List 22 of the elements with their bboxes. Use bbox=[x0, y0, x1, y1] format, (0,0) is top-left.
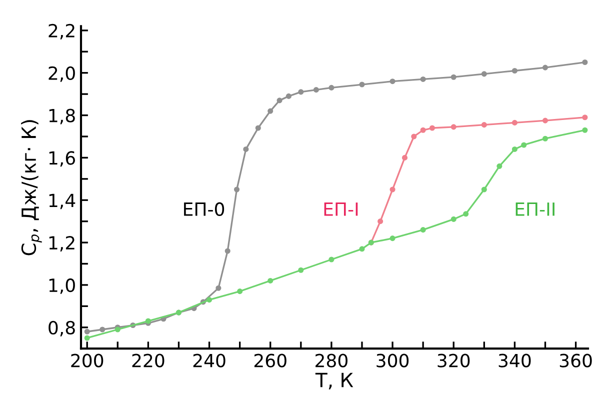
y-tick-label: 1,4 bbox=[49, 194, 76, 210]
x-tick-label: 220 bbox=[132, 354, 164, 368]
x-tick-label: 360 bbox=[560, 354, 592, 368]
series-label: ЕП-ІІ bbox=[516, 202, 554, 216]
series-label: ЕП-І bbox=[324, 202, 358, 216]
y-tick-label: 2,0 bbox=[48, 66, 75, 82]
y-tick-label: 1,2 bbox=[49, 236, 74, 252]
y-axis-title: C$_{p}$, Дж/(кг· К) bbox=[21, 120, 42, 256]
y-tick-label: 0,8 bbox=[48, 320, 75, 336]
x-tick-label: 280 bbox=[316, 354, 348, 368]
y-tick-label: 1,0 bbox=[49, 278, 75, 294]
y-tick-label: 1,8 bbox=[49, 108, 75, 124]
series-label: ЕП-0 bbox=[184, 202, 224, 216]
x-tick-label: 240 bbox=[193, 354, 226, 368]
x-tick-label: 300 bbox=[376, 354, 409, 368]
x-axis-title: Т, К bbox=[315, 372, 354, 390]
x-tick-label: 260 bbox=[254, 354, 286, 368]
x-tick-label: 340 bbox=[498, 354, 531, 368]
x-tick-label: 320 bbox=[438, 354, 470, 368]
y-tick-label: 2,2 bbox=[48, 24, 74, 40]
x-tick-label: 200 bbox=[71, 354, 104, 368]
y-tick-label: 1,6 bbox=[49, 151, 76, 167]
